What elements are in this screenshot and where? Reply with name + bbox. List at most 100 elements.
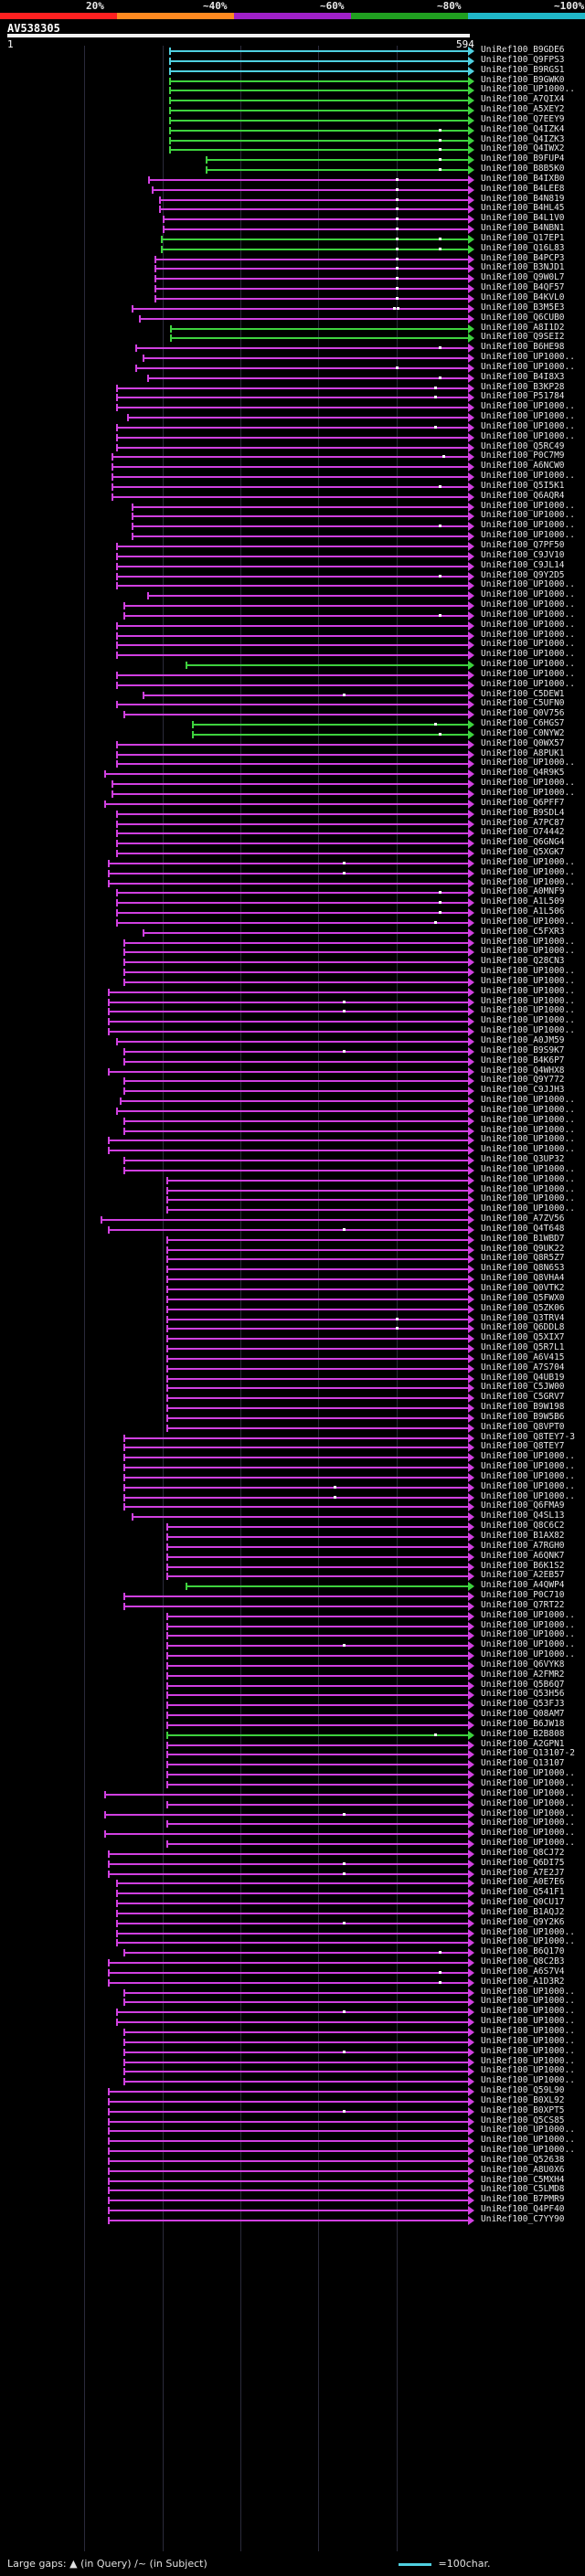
hit-alignment-bar[interactable] [123,1991,470,1994]
hit-alignment-bar[interactable] [115,892,470,895]
hit-id-link[interactable]: UniRef100_UP1000.. [481,639,575,650]
hit-alignment-bar[interactable] [108,1150,470,1152]
hit-alignment-bar[interactable] [108,991,470,993]
hit-id-link[interactable]: UniRef100_UP1000.. [481,471,575,482]
hit-id-link[interactable]: UniRef100_UP1000.. [481,2006,575,2017]
hit-alignment-bar[interactable] [166,1694,470,1697]
hit-alignment-bar[interactable] [108,862,470,864]
hit-id-link[interactable]: UniRef100_B4HL45 [481,203,565,214]
hit-alignment-bar[interactable] [166,1348,470,1351]
hit-alignment-bar[interactable] [108,882,470,885]
hit-alignment-bar[interactable] [161,248,470,250]
hit-id-link[interactable]: UniRef100_Q9SEI2 [481,332,565,343]
hit-alignment-bar[interactable] [166,1555,470,1558]
hit-alignment-bar[interactable] [108,1971,470,1974]
hit-alignment-bar[interactable] [123,1486,470,1489]
hit-id-link[interactable]: UniRef100_B1AX82 [481,1531,565,1541]
hit-alignment-bar[interactable] [123,1119,470,1122]
hit-alignment-bar[interactable] [123,1476,470,1479]
hit-id-link[interactable]: UniRef100_Q7EEY9 [481,113,565,124]
hit-alignment-bar[interactable] [166,1209,470,1212]
hit-id-link[interactable]: UniRef100_A1L506 [481,906,565,917]
hit-id-link[interactable]: UniRef100_Q4R9K5 [481,768,565,779]
hit-id-link[interactable]: UniRef100_P0C710 [481,1590,565,1601]
hit-id-link[interactable]: UniRef100_Q4IZK4 [481,123,565,134]
hit-id-link[interactable]: UniRef100_A7E2J7 [481,1867,565,1878]
hit-id-link[interactable]: UniRef100_B4NBN1 [481,223,565,234]
hit-alignment-bar[interactable] [112,485,470,488]
hit-id-link[interactable]: UniRef100_A2GPN1 [481,1738,565,1749]
hit-alignment-bar[interactable] [123,1595,470,1598]
hit-id-link[interactable]: UniRef100_UP1000.. [481,1609,575,1620]
hit-id-link[interactable]: UniRef100_B6JW18 [481,1718,565,1729]
hit-id-link[interactable]: UniRef100_B4PCP3 [481,252,565,263]
hit-alignment-bar[interactable] [108,2110,470,2113]
hit-id-link[interactable]: UniRef100_UP1000.. [481,1451,575,1462]
hit-id-link[interactable]: UniRef100_P0C7M9 [481,451,565,461]
hit-alignment-bar[interactable] [115,585,470,588]
hit-id-link[interactable]: UniRef100_UP1000.. [481,788,575,798]
hit-id-link[interactable]: UniRef100_Q8TEY7-3 [481,1431,575,1442]
hit-id-link[interactable]: UniRef100_B4LEE8 [481,183,565,194]
hit-id-link[interactable]: UniRef100_UP1000.. [481,2035,575,2046]
hit-id-link[interactable]: UniRef100_Q9Y2D5 [481,569,565,580]
hit-id-link[interactable]: UniRef100_Q6FMA9 [481,1500,565,1511]
hit-id-link[interactable]: UniRef100_UP1000.. [481,609,575,620]
hit-alignment-bar[interactable] [154,278,470,281]
hit-alignment-bar[interactable] [166,1189,470,1192]
hit-alignment-bar[interactable] [168,129,470,132]
hit-id-link[interactable]: UniRef100_Q6PFF7 [481,797,565,808]
hit-alignment-bar[interactable] [166,1645,470,1648]
hit-id-link[interactable]: UniRef100_UP1000.. [481,1936,575,1947]
hit-id-link[interactable]: UniRef100_UP1000.. [481,1629,575,1640]
hit-alignment-bar[interactable] [115,387,470,389]
hit-alignment-bar[interactable] [123,2041,470,2043]
hit-alignment-bar[interactable] [115,555,470,557]
hit-id-link[interactable]: UniRef100_UP1000.. [481,876,575,887]
hit-alignment-bar[interactable] [131,505,470,508]
hit-alignment-bar[interactable] [108,2159,470,2162]
hit-id-link[interactable]: UniRef100_UP1000.. [481,1828,575,1839]
hit-id-link[interactable]: UniRef100_UP1000.. [481,2125,575,2136]
hit-alignment-bar[interactable] [166,1318,470,1320]
hit-id-link[interactable]: UniRef100_Q6VYK8 [481,1659,565,1670]
hit-id-link[interactable]: UniRef100_UP1000.. [481,2065,575,2076]
hit-id-link[interactable]: UniRef100_Q4T648 [481,1223,565,1234]
hit-alignment-bar[interactable] [159,198,470,201]
hit-id-link[interactable]: UniRef100_A0E7E6 [481,1877,565,1888]
hit-id-link[interactable]: UniRef100_Q5I5K1 [481,480,565,491]
hit-alignment-bar[interactable] [115,902,470,905]
hit-alignment-bar[interactable] [166,1407,470,1410]
hit-id-link[interactable]: UniRef100_B1AQJ2 [481,1906,565,1917]
hit-id-link[interactable]: UniRef100_UP1000.. [481,1025,575,1036]
hit-alignment-bar[interactable] [123,1050,470,1053]
hit-alignment-bar[interactable] [115,407,470,409]
hit-alignment-bar[interactable] [168,139,470,142]
hit-alignment-bar[interactable] [108,1852,470,1855]
hit-id-link[interactable]: UniRef100_UP1000.. [481,530,575,541]
hit-alignment-bar[interactable] [115,1041,470,1043]
hit-alignment-bar[interactable] [186,1585,470,1588]
hit-alignment-bar[interactable] [108,1011,470,1013]
hit-alignment-bar[interactable] [115,912,470,915]
hit-alignment-bar[interactable] [115,1903,470,1905]
hit-alignment-bar[interactable] [154,268,470,270]
hit-id-link[interactable]: UniRef100_Q9UK22 [481,1243,565,1254]
hit-alignment-bar[interactable] [115,1882,470,1885]
hit-alignment-bar[interactable] [108,2140,470,2143]
hit-id-link[interactable]: UniRef100_UP1000.. [481,966,575,977]
hit-id-link[interactable]: UniRef100_UP1000.. [481,2075,575,2086]
hit-id-link[interactable]: UniRef100_UP1000.. [481,659,575,670]
hit-alignment-bar[interactable] [205,159,470,162]
hit-alignment-bar[interactable] [166,1615,470,1617]
hit-id-link[interactable]: UniRef100_UP1000.. [481,1114,575,1125]
hit-alignment-bar[interactable] [123,2081,470,2083]
hit-id-link[interactable]: UniRef100_UP1000.. [481,1926,575,1937]
hit-alignment-bar[interactable] [123,2061,470,2063]
hit-id-link[interactable]: UniRef100_B9RGS1 [481,64,565,75]
hit-alignment-bar[interactable] [166,1258,470,1261]
hit-id-link[interactable]: UniRef100_UP1000.. [481,1996,575,2007]
hit-alignment-bar[interactable] [131,1516,470,1519]
hit-alignment-bar[interactable] [168,50,470,52]
hit-id-link[interactable]: UniRef100_Q08AM7 [481,1709,565,1720]
